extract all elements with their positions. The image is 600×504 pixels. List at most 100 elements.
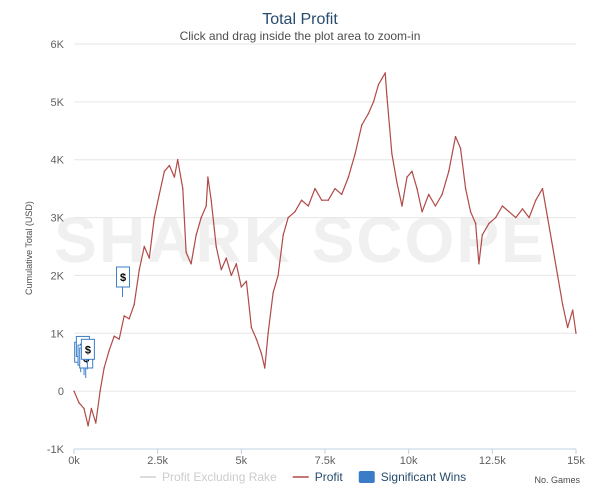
- series-point: [210, 199, 212, 201]
- series-point: [459, 147, 462, 149]
- legend-item[interactable]: Significant Wins: [358, 470, 466, 484]
- series-point: [327, 199, 330, 201]
- series-point: [546, 216, 549, 219]
- series-point: [411, 170, 413, 172]
- x-tick-label: 0k: [68, 455, 80, 467]
- series-point: [103, 367, 105, 369]
- series-point: [158, 193, 161, 196]
- series-point: [406, 176, 408, 178]
- x-tick-label: 12.5k: [479, 455, 506, 467]
- series-point: [73, 390, 75, 392]
- series-point: [300, 199, 303, 201]
- series-point: [416, 187, 418, 190]
- legend-item[interactable]: Profit: [292, 470, 344, 484]
- series-point: [571, 309, 574, 311]
- x-tick-label: 5k: [236, 455, 248, 467]
- series-layer: [73, 72, 577, 427]
- series-point: [133, 303, 135, 306]
- series-point: [386, 95, 388, 97]
- series-point: [177, 159, 179, 161]
- series-point: [575, 332, 577, 334]
- series-point: [441, 193, 443, 196]
- y-tick-label: 5K: [51, 97, 65, 109]
- series-point: [474, 222, 477, 225]
- series-point: [163, 170, 166, 172]
- series-point: [469, 211, 472, 213]
- series-point: [78, 402, 80, 404]
- series-point: [148, 257, 150, 259]
- series-point: [207, 176, 209, 178]
- series-point: [347, 176, 350, 178]
- axes: [73, 448, 577, 454]
- series-point: [138, 268, 140, 271]
- series-line-profit[interactable]: [73, 72, 577, 427]
- significant-win-flag[interactable]: $: [80, 338, 95, 370]
- series-point: [307, 205, 309, 207]
- series-point: [384, 72, 386, 74]
- series-point: [521, 208, 524, 210]
- series-point: [220, 268, 222, 271]
- series-point: [185, 251, 187, 253]
- x-tick-label: 2.5k: [147, 455, 168, 467]
- series-point: [168, 164, 171, 167]
- flag-label: $: [85, 344, 91, 356]
- series-point: [561, 303, 564, 306]
- series-point: [556, 274, 559, 277]
- series-point: [260, 352, 263, 355]
- series-point: [153, 216, 156, 219]
- y-tick-label: -1K: [47, 444, 65, 456]
- y-tick-label: 0: [58, 386, 64, 398]
- y-tick-label: 1K: [51, 328, 65, 340]
- series-point: [448, 170, 450, 172]
- series-point: [87, 425, 89, 427]
- watermark: SHARK SCOPE: [54, 204, 545, 276]
- series-point: [551, 245, 554, 248]
- series-point: [428, 193, 430, 196]
- series-point: [245, 280, 248, 282]
- series-point: [108, 349, 110, 352]
- series-point: [391, 153, 393, 155]
- y-tick-label: 2K: [51, 270, 65, 282]
- series-point: [501, 205, 504, 207]
- series-point: [377, 83, 380, 86]
- x-tick-label: 7.5k: [315, 455, 336, 467]
- series-point: [235, 263, 238, 265]
- series-point: [464, 187, 467, 190]
- series-point: [128, 318, 130, 320]
- series-point: [190, 263, 192, 265]
- series-point: [421, 211, 423, 213]
- series-point: [361, 124, 363, 126]
- series-point: [354, 153, 356, 155]
- series-point: [334, 187, 336, 190]
- legend: Profit Excluding Rake Profit Significant W…: [140, 470, 466, 484]
- series-point: [240, 286, 243, 288]
- series-point: [250, 326, 253, 329]
- series-point: [528, 216, 530, 219]
- legend-label: Significant Wins: [381, 470, 466, 484]
- significant-wins-layer: $$$$$$: [74, 266, 131, 378]
- series-point: [508, 211, 510, 213]
- series-point: [118, 338, 120, 340]
- series-point: [272, 292, 274, 294]
- x-axis-title: No. Games: [534, 475, 580, 485]
- series-point: [478, 263, 480, 265]
- series-point: [230, 274, 232, 277]
- series-point: [277, 274, 279, 277]
- series-point: [434, 205, 437, 207]
- series-point: [401, 205, 403, 207]
- series-point: [287, 216, 289, 219]
- series-point: [381, 78, 383, 80]
- y-tick-label: 3K: [51, 213, 65, 225]
- significant-win-flag[interactable]: $: [116, 266, 131, 297]
- series-point: [367, 112, 370, 115]
- flag-box: [80, 338, 95, 360]
- series-point: [255, 338, 258, 340]
- y-tick-label: 6K: [51, 39, 65, 51]
- series-point: [454, 135, 457, 138]
- flag-label: $: [120, 272, 126, 284]
- legend-item[interactable]: Profit Excluding Rake: [140, 470, 277, 484]
- series-point: [515, 216, 517, 219]
- legend-symbol-box: [358, 471, 375, 483]
